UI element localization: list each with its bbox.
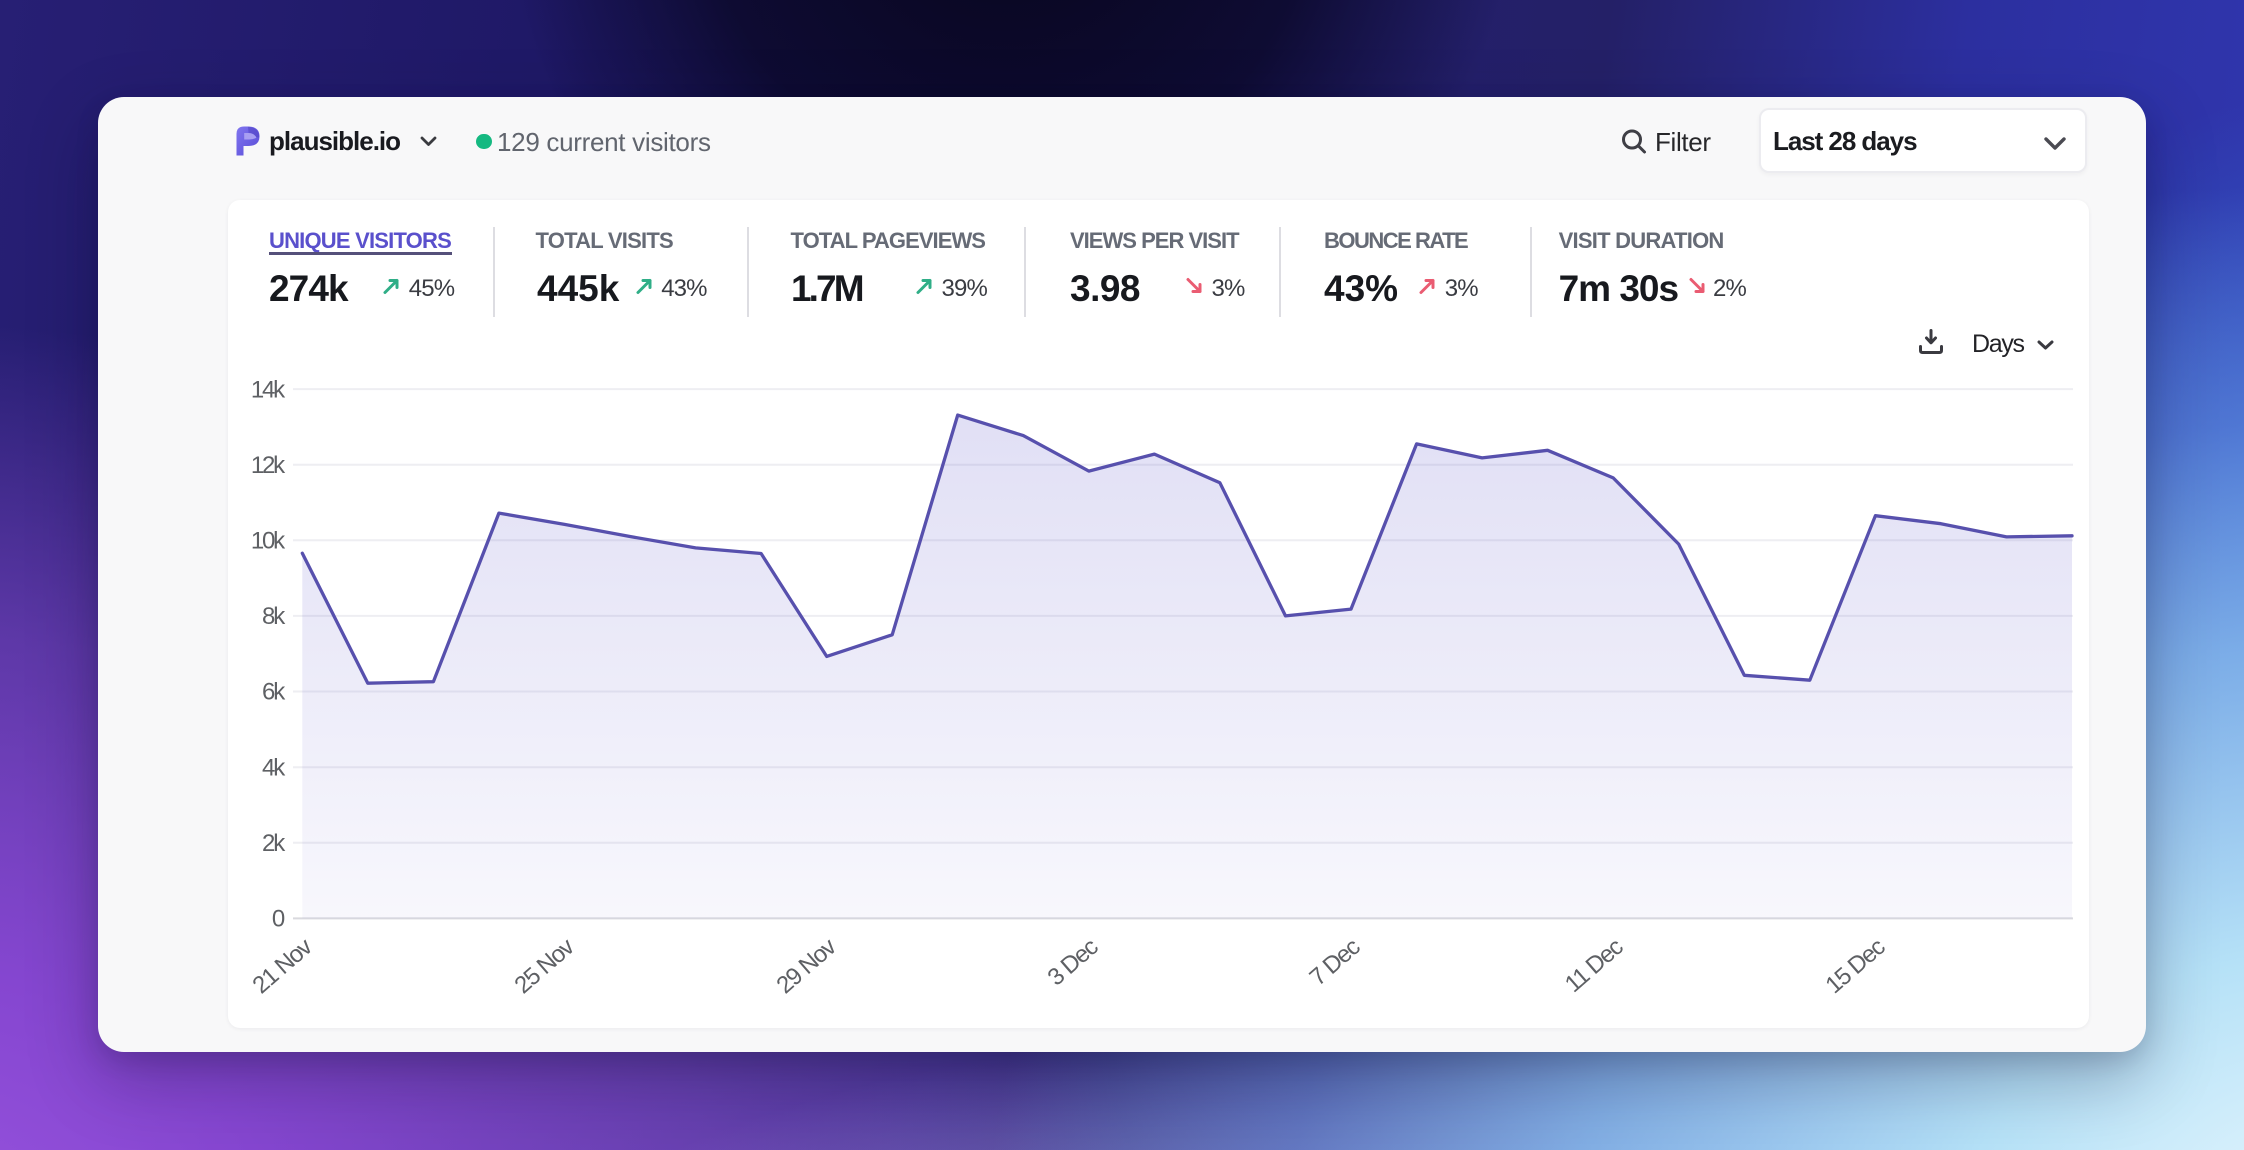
svg-text:3 Dec: 3 Dec	[1043, 933, 1104, 991]
svg-text:4k: 4k	[262, 754, 286, 781]
svg-text:15 Dec: 15 Dec	[1820, 933, 1890, 999]
svg-text:7 Dec: 7 Dec	[1305, 933, 1366, 991]
svg-text:10k: 10k	[251, 528, 286, 555]
svg-text:0: 0	[272, 906, 285, 933]
svg-text:12k: 12k	[251, 452, 286, 479]
svg-text:14k: 14k	[251, 376, 286, 403]
svg-text:8k: 8k	[262, 603, 286, 630]
svg-text:2k: 2k	[262, 830, 286, 857]
svg-text:11 Dec: 11 Dec	[1560, 933, 1629, 998]
svg-text:21 Nov: 21 Nov	[247, 933, 317, 999]
svg-text:29 Nov: 29 Nov	[771, 933, 841, 999]
svg-text:6k: 6k	[262, 679, 286, 706]
svg-text:25 Nov: 25 Nov	[509, 933, 579, 999]
